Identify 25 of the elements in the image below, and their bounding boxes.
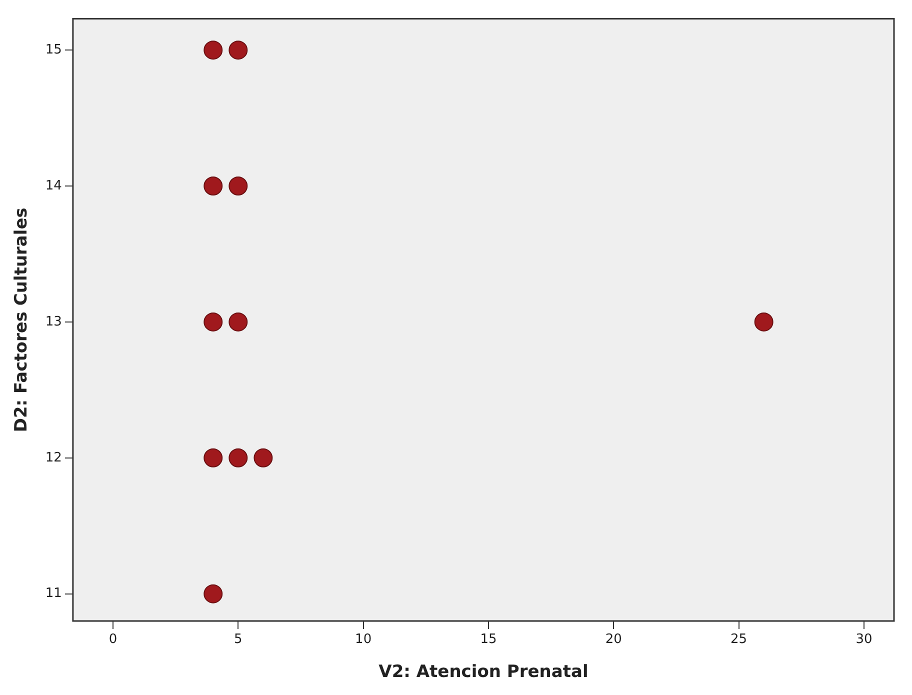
point xyxy=(204,40,223,60)
x-tick-label: 10 xyxy=(355,632,372,648)
x-tick-label: 25 xyxy=(730,632,748,648)
point xyxy=(204,176,223,196)
y-tick-label: 11 xyxy=(45,586,62,602)
y-tick-label: 14 xyxy=(45,178,62,194)
y-tick-label: 13 xyxy=(45,314,62,330)
x-tick-label: 30 xyxy=(856,632,872,648)
point xyxy=(228,40,248,60)
point xyxy=(254,448,273,468)
x-axis-title: V2: Atencion Prenatal xyxy=(378,662,588,682)
x-tick-label: 0 xyxy=(108,632,118,648)
point xyxy=(228,312,248,332)
x-tick-label: 15 xyxy=(480,632,497,648)
point xyxy=(754,312,774,332)
point xyxy=(204,584,223,604)
y-tick-label: 15 xyxy=(45,42,62,58)
point xyxy=(228,176,248,196)
point xyxy=(228,448,248,468)
y-axis-title: D2: Factores Culturales xyxy=(12,208,32,432)
x-tick-label: 20 xyxy=(605,632,622,648)
y-tick-label: 12 xyxy=(45,450,62,466)
point xyxy=(204,312,223,332)
point xyxy=(204,448,223,468)
x-tick-label: 5 xyxy=(234,632,242,648)
